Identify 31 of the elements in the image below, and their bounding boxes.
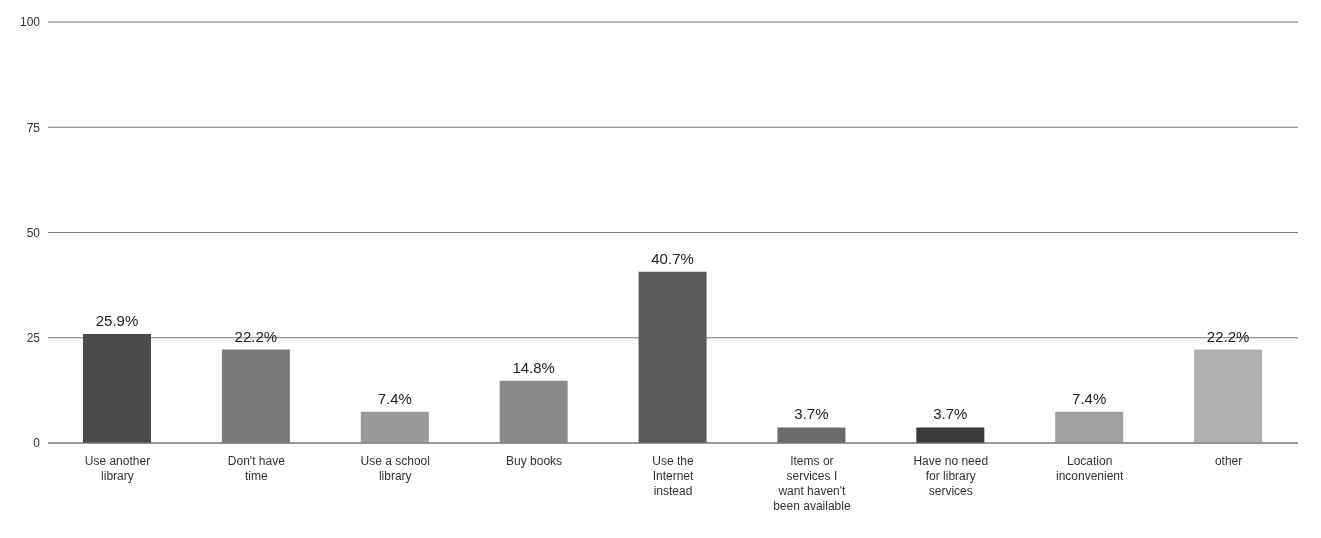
data-label: 3.7% xyxy=(794,405,829,423)
data-label: 3.7% xyxy=(933,405,968,423)
bar xyxy=(360,411,429,443)
data-label: 7.4% xyxy=(1072,389,1107,407)
x-tick-label: Use a school library xyxy=(360,454,430,483)
y-tick-label: 0 xyxy=(33,436,41,451)
x-tick-label: Don't have time xyxy=(227,454,286,483)
x-tick-label: Items or services I want haven't been available xyxy=(773,454,851,513)
y-tick-label: 25 xyxy=(26,331,41,346)
data-label: 22.2% xyxy=(1206,327,1250,345)
bar xyxy=(916,427,985,443)
data-label: 22.2% xyxy=(234,327,278,345)
data-label: 14.8% xyxy=(512,358,555,376)
x-tick-label: Have no need for library services xyxy=(913,454,989,498)
bar xyxy=(1055,411,1124,443)
data-label: 40.7% xyxy=(651,249,694,267)
y-tick-label: 100 xyxy=(19,15,41,30)
x-tick-label: Use the Internet instead xyxy=(652,454,695,498)
bar xyxy=(638,271,707,443)
x-tick-label: Location inconvenient xyxy=(1055,454,1125,483)
bar xyxy=(777,427,846,443)
y-tick-label: 75 xyxy=(26,120,41,135)
bar xyxy=(499,380,568,443)
bar xyxy=(83,333,151,443)
x-tick-label: other xyxy=(1214,454,1243,468)
x-tick-label: Use another library xyxy=(84,454,151,483)
data-label: 7.4% xyxy=(377,389,412,407)
y-tick-label: 50 xyxy=(26,225,41,240)
data-label: 25.9% xyxy=(95,311,139,329)
bar xyxy=(1194,349,1263,443)
x-tick-label: Buy books xyxy=(506,454,563,468)
